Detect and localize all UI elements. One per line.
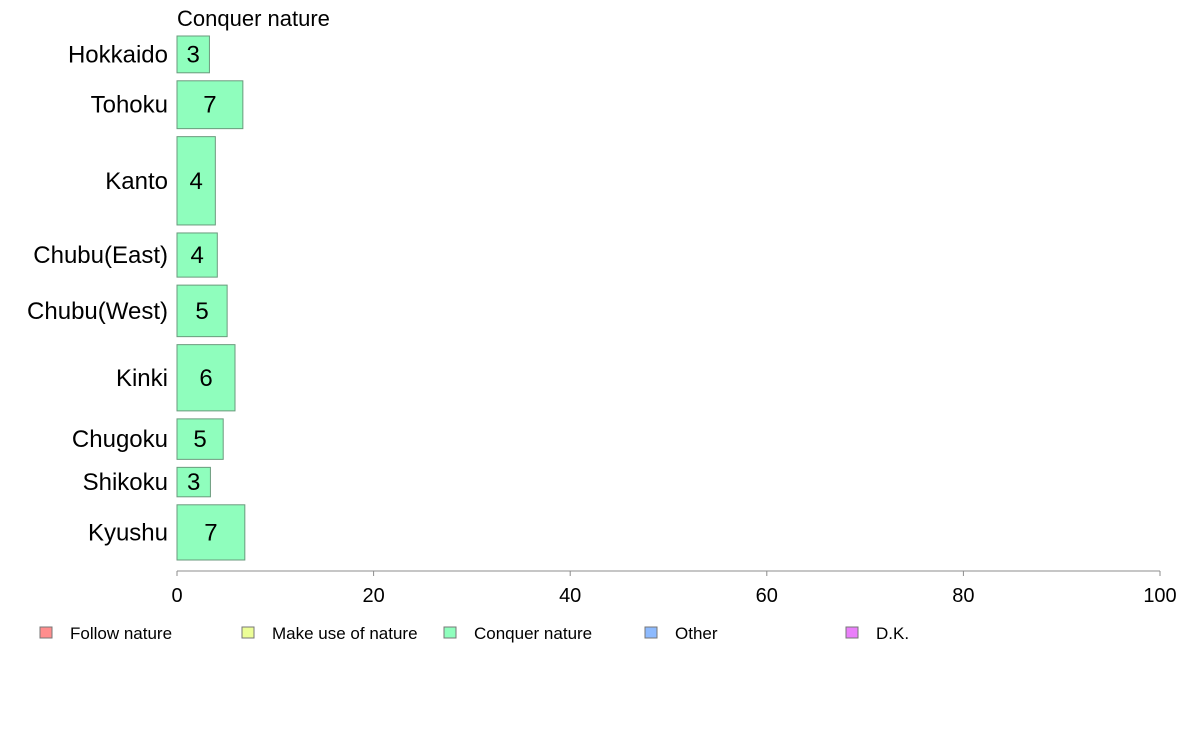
legend-label: D.K. <box>876 624 909 643</box>
bar-shikoku <box>176 466 211 498</box>
bar-value-label: 5 <box>193 426 206 453</box>
legend-swatch <box>845 626 859 639</box>
category-label: Hokkaido <box>68 41 168 68</box>
bar-value-label: 4 <box>190 242 203 269</box>
x-tick-label: 80 <box>952 585 974 607</box>
category-label: Chugoku <box>72 426 168 453</box>
legend-swatch <box>241 626 255 639</box>
bar-hokkaido <box>176 35 210 74</box>
bar-value-label: 3 <box>187 469 200 496</box>
x-tick-label: 20 <box>362 585 384 607</box>
legend-swatch <box>644 626 658 639</box>
bar-chugoku <box>176 418 224 460</box>
category-label: Kyushu <box>88 519 168 546</box>
bar-value-label: 4 <box>189 168 202 195</box>
bar-value-label: 5 <box>195 298 208 325</box>
category-label: Chubu(West) <box>27 298 168 325</box>
bar-chubu-east- <box>176 232 218 278</box>
x-tick-label: 0 <box>171 585 182 607</box>
legend-label: Other <box>675 624 718 643</box>
x-tick-label: 60 <box>756 585 778 607</box>
bar-tohoku <box>176 80 244 130</box>
bar-value-label: 6 <box>199 365 212 392</box>
legend-swatch <box>443 626 457 639</box>
category-label: Shikoku <box>83 469 168 496</box>
legend: Follow nature Make use of nature Conquer n… <box>39 624 909 643</box>
bar-value-label: 7 <box>204 519 217 546</box>
chart-title: Conquer nature <box>177 6 330 31</box>
legend-label: Make use of nature <box>272 624 418 643</box>
bar-chubu-west- <box>176 284 228 338</box>
bar-value-label: 3 <box>187 41 200 68</box>
category-label: Tohoku <box>91 92 168 119</box>
bar-kyushu <box>176 504 246 561</box>
x-tick-label: 40 <box>559 585 581 607</box>
legend-label: Follow nature <box>70 624 172 643</box>
bar-value-label: 7 <box>203 92 216 119</box>
category-label: Chubu(East) <box>33 242 168 269</box>
category-label: Kanto <box>105 168 168 195</box>
x-tick-label: 100 <box>1143 585 1176 607</box>
legend-swatch <box>39 626 53 639</box>
category-label: Kinki <box>116 365 168 392</box>
x-axis: 0 20 40 60 80 100 <box>171 570 1177 607</box>
bar-kinki <box>176 344 236 412</box>
bar-kanto <box>176 136 216 226</box>
legend-label: Conquer nature <box>474 624 592 643</box>
bars-group: Hokkaido 3 Tohoku 7 Kanto 4 Chubu(East) 4 Chubu(… <box>27 35 246 561</box>
